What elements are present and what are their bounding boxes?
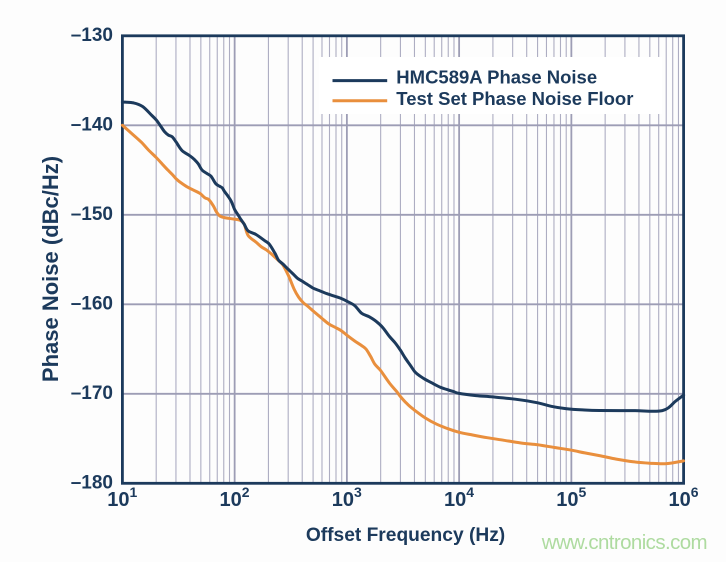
svg-text:–170: –170 (71, 383, 113, 404)
svg-text:–150: –150 (71, 204, 113, 225)
svg-text:www.cntronics.com: www.cntronics.com (541, 531, 707, 554)
svg-text:4: 4 (466, 484, 474, 500)
svg-text:10: 10 (107, 489, 129, 511)
svg-text:10: 10 (556, 489, 578, 511)
svg-text:–130: –130 (71, 25, 113, 46)
svg-text:6: 6 (691, 484, 699, 500)
svg-text:10: 10 (444, 489, 466, 511)
svg-text:Phase Noise (dBc/Hz): Phase Noise (dBc/Hz) (38, 156, 63, 382)
svg-text:Offset Frequency (Hz): Offset Frequency (Hz) (306, 525, 505, 546)
svg-text:5: 5 (579, 484, 587, 500)
svg-text:10: 10 (219, 489, 241, 511)
svg-text:10: 10 (668, 489, 690, 511)
svg-text:HMC589A Phase Noise: HMC589A Phase Noise (396, 67, 597, 88)
svg-text:Test Set Phase Noise Floor: Test Set Phase Noise Floor (396, 88, 633, 109)
svg-text:2: 2 (242, 484, 250, 500)
svg-text:–180: –180 (71, 473, 113, 494)
svg-text:–140: –140 (71, 115, 113, 136)
svg-text:–160: –160 (71, 294, 113, 315)
svg-text:1: 1 (130, 484, 138, 500)
svg-text:3: 3 (354, 484, 362, 500)
svg-text:10: 10 (332, 489, 354, 511)
